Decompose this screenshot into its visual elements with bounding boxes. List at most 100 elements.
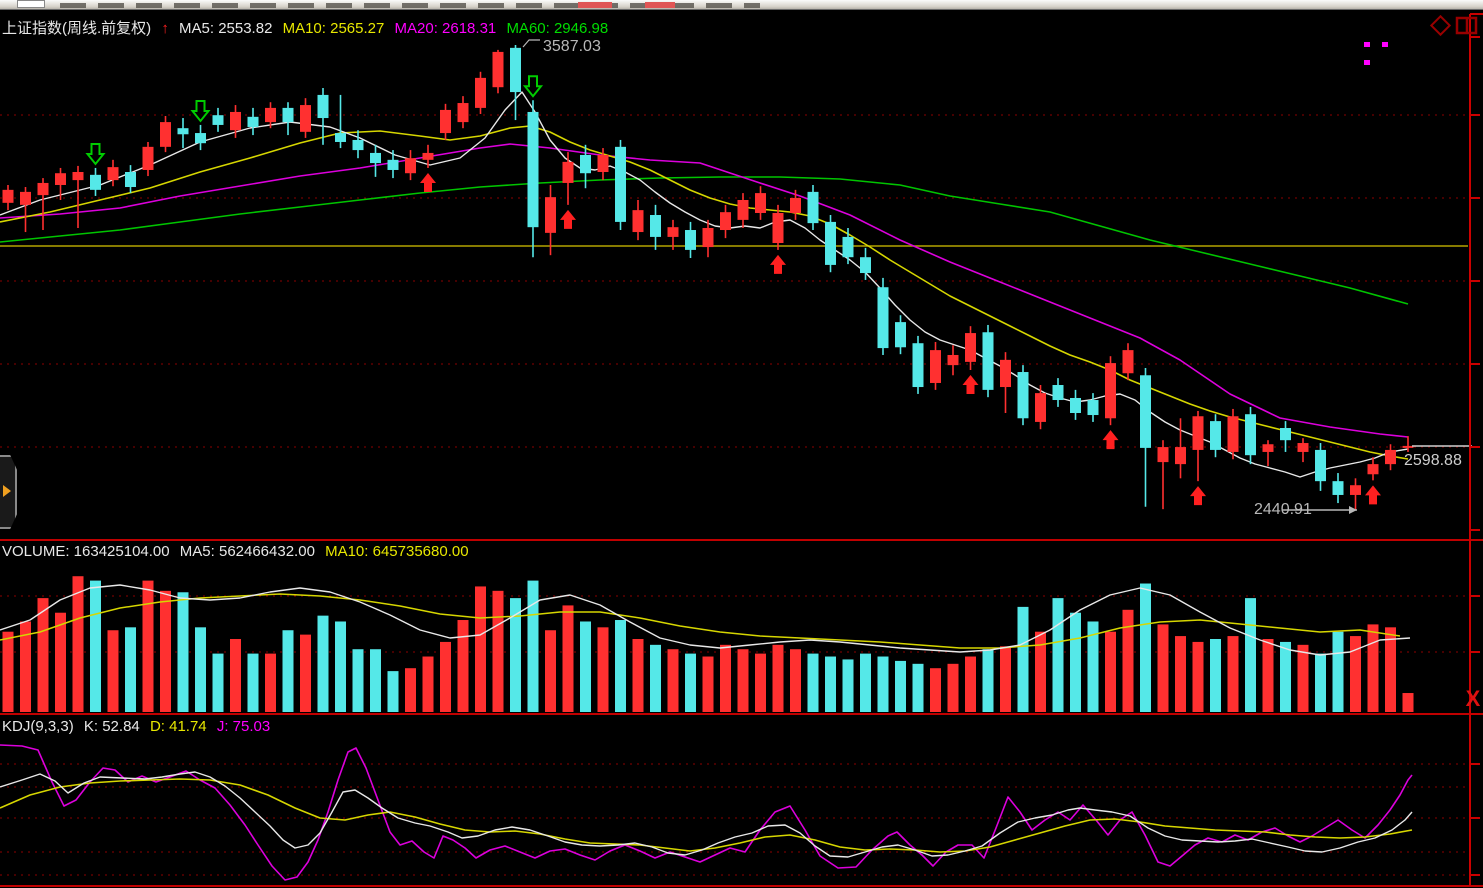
candle-body [107, 167, 119, 181]
volume-bar [527, 580, 539, 712]
candle-body [807, 191, 819, 224]
volume-bar [737, 649, 749, 712]
candle-body [1227, 416, 1239, 452]
candle-body [2, 189, 14, 203]
volume-bar [265, 653, 276, 712]
buy-signal-arrow-icon [420, 172, 436, 192]
volume-bar [1105, 631, 1116, 712]
ma10-line [0, 125, 1409, 460]
diamond-icon[interactable] [1429, 14, 1452, 37]
candle-body [282, 107, 294, 123]
candle-body [597, 154, 609, 173]
volume-bar [965, 656, 976, 712]
kdj-k-value: K: 52.84 [83, 718, 140, 735]
volume-bar [475, 586, 486, 712]
candle-body [877, 287, 889, 349]
volume-bar [982, 649, 994, 712]
candle-body [37, 182, 49, 196]
menu-items-cropped [60, 3, 760, 8]
more-options-ellipsis-icon[interactable] [1364, 34, 1414, 65]
candle-body [580, 154, 591, 174]
volume-pane-header: VOLUME: 163425104.00 MA5: 562466432.00 M… [2, 543, 475, 560]
candle-body [457, 103, 469, 123]
menu-input-fragment[interactable] [17, 0, 45, 8]
candle-body [387, 159, 399, 170]
kdj-k-line [0, 771, 1413, 858]
candle-body [1087, 400, 1099, 416]
candle-body [90, 174, 101, 190]
menu-item-highlight-fragment[interactable] [578, 2, 612, 8]
kdj-d-value: D: 41.74 [149, 718, 207, 735]
volume-bar [1297, 644, 1309, 712]
candle-body [1192, 416, 1204, 450]
volume-bar [1227, 636, 1239, 712]
volume-bar [825, 656, 836, 712]
volume-bar [562, 605, 574, 712]
candle-body [650, 215, 661, 237]
candle-body [160, 122, 171, 147]
volume-bar [772, 644, 784, 712]
volume-bar [1262, 639, 1274, 712]
candle-body [142, 146, 154, 170]
volume-bar [632, 639, 644, 712]
volume-bar [2, 631, 14, 712]
candle-body [212, 115, 224, 125]
candle-body [335, 133, 346, 142]
volume-bar [317, 615, 329, 712]
volume-bar [1315, 653, 1326, 712]
volume-bar [492, 590, 504, 712]
volume-bar [702, 656, 714, 712]
candle-body [982, 332, 994, 390]
ma60-value: MA60: 2946.98 [506, 20, 609, 37]
candle-body [475, 77, 486, 108]
candle-body [195, 133, 206, 144]
volume-bar [1332, 631, 1344, 712]
candle-body [1210, 421, 1221, 450]
volume-bar [1280, 641, 1291, 712]
candle-body [702, 227, 714, 248]
volume-bar [877, 656, 889, 712]
menu-item-highlight-fragment[interactable] [645, 2, 675, 8]
volume-bar [55, 612, 66, 712]
candle-body [1122, 350, 1134, 374]
sidebar-expand-handle[interactable] [0, 455, 17, 529]
menu-bar[interactable] [0, 0, 1483, 10]
buy-signal-arrow-icon [560, 209, 576, 229]
candle-body [492, 51, 504, 88]
candle-body [1070, 397, 1081, 414]
volume-bar [1385, 627, 1396, 712]
candle-body [1245, 414, 1256, 456]
candle-body [737, 199, 749, 220]
volume-bar [177, 592, 189, 712]
volume-bar [1350, 636, 1361, 712]
candle-body [755, 193, 766, 213]
candle-body [230, 111, 241, 131]
candle-body [1035, 393, 1046, 422]
candle-body [1000, 359, 1011, 388]
volume-bar [212, 653, 224, 712]
volume-bar [1210, 639, 1221, 712]
candle-body [1157, 447, 1169, 463]
volume-bar [300, 634, 311, 712]
candle-body [1052, 385, 1064, 401]
ma5-value: MA5: 2553.82 [179, 20, 273, 37]
volume-ma10-line [0, 593, 1401, 649]
high-label-hook [522, 39, 540, 48]
ma10-value: MA10: 2565.27 [282, 20, 385, 37]
candle-body [632, 210, 644, 233]
volume-bar [335, 621, 346, 712]
candle-body [947, 354, 959, 366]
buy-signal-arrow-icon [1102, 430, 1119, 450]
candle-body [1315, 449, 1326, 482]
volume-bar [160, 590, 171, 712]
candle-body [265, 107, 276, 123]
close-pane-button[interactable]: X [1465, 686, 1481, 711]
main-chart-header: 上证指数(周线.前复权) ↑ MA5: 2553.82 MA10: 2565.2… [2, 17, 614, 38]
volume-bar [90, 580, 101, 712]
candle-body [545, 197, 556, 233]
volume-bar [1000, 646, 1011, 712]
volume-bar [107, 630, 119, 712]
candle-body [1175, 447, 1186, 465]
